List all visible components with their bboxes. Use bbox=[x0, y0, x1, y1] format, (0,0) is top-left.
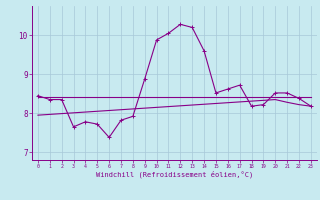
X-axis label: Windchill (Refroidissement éolien,°C): Windchill (Refroidissement éolien,°C) bbox=[96, 171, 253, 178]
